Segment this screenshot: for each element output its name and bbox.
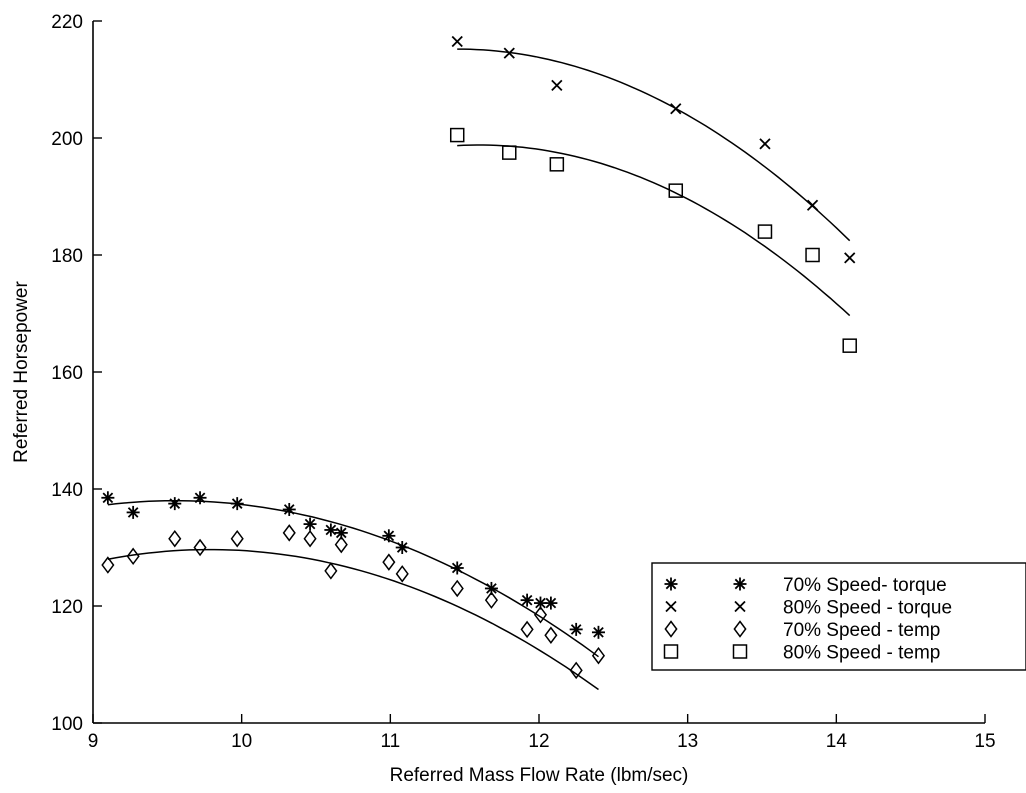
data-point bbox=[168, 497, 182, 511]
x-tick-label: 9 bbox=[88, 731, 99, 752]
series-3 bbox=[101, 524, 606, 691]
data-point bbox=[334, 526, 348, 540]
legend-box bbox=[651, 562, 1026, 671]
data-point bbox=[450, 561, 464, 575]
data-point bbox=[591, 646, 606, 665]
legend-label: 80% Speed - torque bbox=[783, 598, 952, 619]
x-tick-label: 14 bbox=[826, 731, 848, 752]
data-point bbox=[395, 565, 409, 583]
data-point bbox=[230, 529, 244, 548]
x-axis-title: Referred Mass Flow Rate (lbm/sec) bbox=[390, 765, 689, 786]
legend-label: 80% Speed - temp bbox=[783, 643, 940, 664]
y-axis-title: Referred Horsepower bbox=[11, 281, 32, 463]
data-point bbox=[451, 35, 463, 48]
legend-entry: 80% Speed - torque bbox=[665, 598, 952, 619]
data-point bbox=[569, 661, 583, 680]
data-point bbox=[806, 199, 819, 211]
data-point bbox=[544, 596, 558, 610]
series-1 bbox=[101, 491, 605, 658]
data-point bbox=[101, 491, 115, 505]
data-point bbox=[282, 502, 296, 516]
y-tick-label: 120 bbox=[51, 597, 83, 618]
legend-entry: 70% Speed - temp bbox=[664, 620, 940, 641]
data-point bbox=[757, 224, 773, 239]
data-point bbox=[126, 547, 140, 566]
data-point bbox=[805, 247, 820, 263]
axes: 9 10 11 12 13 14 15 100 120 140 160 180 200 220 bbox=[51, 12, 995, 752]
data-point bbox=[502, 145, 517, 160]
legend-label: 70% Speed- torque bbox=[783, 575, 947, 596]
legend-marker bbox=[664, 577, 678, 591]
y-tick-label: 140 bbox=[51, 480, 83, 501]
data-point bbox=[334, 535, 348, 554]
fit-curve bbox=[457, 144, 851, 317]
fit-curve bbox=[107, 499, 599, 658]
series-layer bbox=[101, 35, 857, 691]
data-point bbox=[282, 524, 296, 542]
data-point bbox=[533, 606, 548, 624]
data-point bbox=[382, 529, 396, 543]
data-point bbox=[324, 562, 338, 580]
data-point bbox=[101, 556, 115, 574]
x-tick-label: 15 bbox=[974, 731, 995, 752]
data-point bbox=[230, 497, 244, 511]
data-point bbox=[395, 541, 409, 554]
legend-label: 70% Speed - temp bbox=[783, 620, 940, 641]
data-point bbox=[591, 625, 605, 639]
data-point bbox=[193, 491, 207, 505]
data-point bbox=[759, 138, 771, 150]
data-point bbox=[551, 79, 563, 91]
data-point bbox=[303, 529, 317, 548]
data-point bbox=[569, 622, 583, 636]
y-tick-label: 220 bbox=[51, 12, 83, 33]
series-4 bbox=[449, 127, 857, 353]
data-point bbox=[668, 183, 684, 198]
series-2 bbox=[451, 35, 856, 264]
data-point bbox=[126, 505, 140, 519]
legend-marker bbox=[732, 644, 748, 659]
fit-curve bbox=[457, 48, 851, 242]
legend-marker bbox=[663, 644, 679, 659]
legend-entry: 80% Speed - temp bbox=[663, 643, 940, 664]
data-point bbox=[303, 517, 317, 531]
data-point bbox=[842, 338, 857, 353]
data-point bbox=[670, 103, 682, 115]
data-point bbox=[449, 127, 465, 143]
x-tick-label: 13 bbox=[677, 731, 698, 752]
y-tick-label: 200 bbox=[51, 129, 83, 150]
data-point bbox=[324, 523, 338, 537]
y-tick-label: 180 bbox=[51, 246, 83, 267]
data-point bbox=[450, 579, 464, 598]
legend-marker bbox=[734, 600, 746, 613]
fit-curve bbox=[107, 548, 599, 691]
data-point bbox=[193, 538, 207, 557]
x-tick-label: 12 bbox=[528, 731, 549, 752]
legend-marker bbox=[733, 620, 747, 638]
data-point bbox=[549, 157, 565, 172]
legend-entry: 70% Speed- torque bbox=[664, 575, 947, 596]
data-point bbox=[382, 553, 396, 571]
data-point bbox=[520, 620, 534, 639]
data-point bbox=[544, 626, 558, 644]
x-tick-label: 11 bbox=[380, 731, 400, 752]
data-point bbox=[168, 529, 182, 548]
data-point bbox=[844, 252, 856, 264]
x-tick-label: 10 bbox=[231, 731, 252, 752]
legend-marker bbox=[733, 577, 747, 591]
data-point bbox=[484, 591, 498, 609]
data-point bbox=[520, 593, 534, 607]
legend-marker bbox=[664, 620, 678, 638]
legend-marker bbox=[665, 600, 677, 613]
y-tick-label: 160 bbox=[51, 363, 83, 384]
data-point bbox=[503, 47, 515, 59]
y-tick-label: 100 bbox=[51, 714, 83, 735]
